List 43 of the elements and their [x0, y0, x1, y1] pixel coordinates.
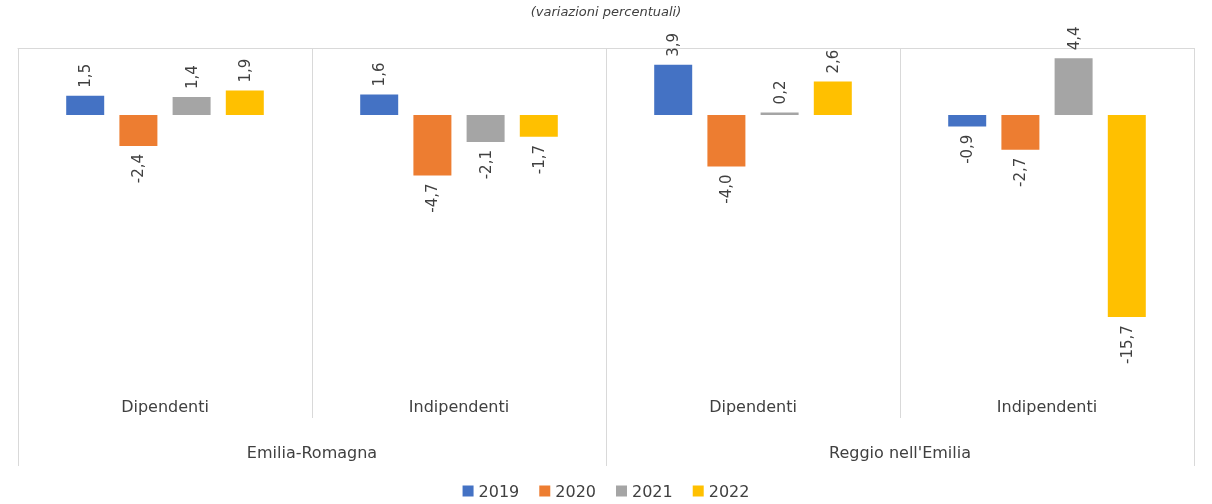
bar [813, 81, 852, 115]
data-label: -4,0 [717, 174, 736, 204]
text: Reggio nell'Emilia [829, 442, 971, 462]
bar [172, 96, 211, 115]
chart-subtitle: (variazioni percentuali) [530, 4, 682, 19]
legend-label: 2019 [478, 481, 520, 501]
data-label: -2,4 [129, 153, 148, 184]
data-label: 2,6 [823, 49, 842, 74]
bar [466, 114, 505, 143]
data-label: 4,4 [1064, 26, 1083, 51]
data-label: -4,7 [423, 183, 442, 213]
bar [948, 114, 987, 127]
legend-label: 2021 [632, 481, 673, 501]
data-label: 3,9 [664, 32, 683, 57]
data-label: -2,1 [476, 150, 495, 180]
bar [1107, 114, 1146, 318]
bar [66, 95, 105, 115]
legend-label: 2020 [555, 481, 596, 501]
data-label: 1,5 [76, 63, 95, 88]
x-tick-label: Indipendenti [996, 396, 1098, 416]
data-label: -2,7 [1011, 157, 1030, 188]
data-label: 1,4 [182, 65, 201, 89]
text: Emilia-Romagna [246, 442, 378, 462]
bar [654, 64, 693, 115]
bar [1001, 114, 1040, 150]
data-label: 1,6 [370, 62, 389, 87]
bar [707, 114, 746, 167]
legend-label: 2022 [708, 481, 750, 501]
bar [1054, 58, 1093, 115]
bar [413, 114, 452, 176]
data-label: 0,2 [770, 80, 789, 105]
bar [225, 90, 264, 115]
bar [119, 114, 158, 146]
x-tick-label: Indipendenti [408, 396, 510, 416]
bar [760, 112, 799, 115]
x-tick-label: Dipendenti [709, 396, 797, 416]
data-label: -1,7 [529, 144, 548, 175]
x-tick-label: Dipendenti [121, 396, 209, 416]
bar [519, 114, 558, 137]
bar [360, 94, 399, 115]
data-label: -15,7 [1117, 325, 1136, 364]
data-label: 1,9 [235, 58, 254, 83]
data-label: -0,9 [958, 134, 977, 164]
